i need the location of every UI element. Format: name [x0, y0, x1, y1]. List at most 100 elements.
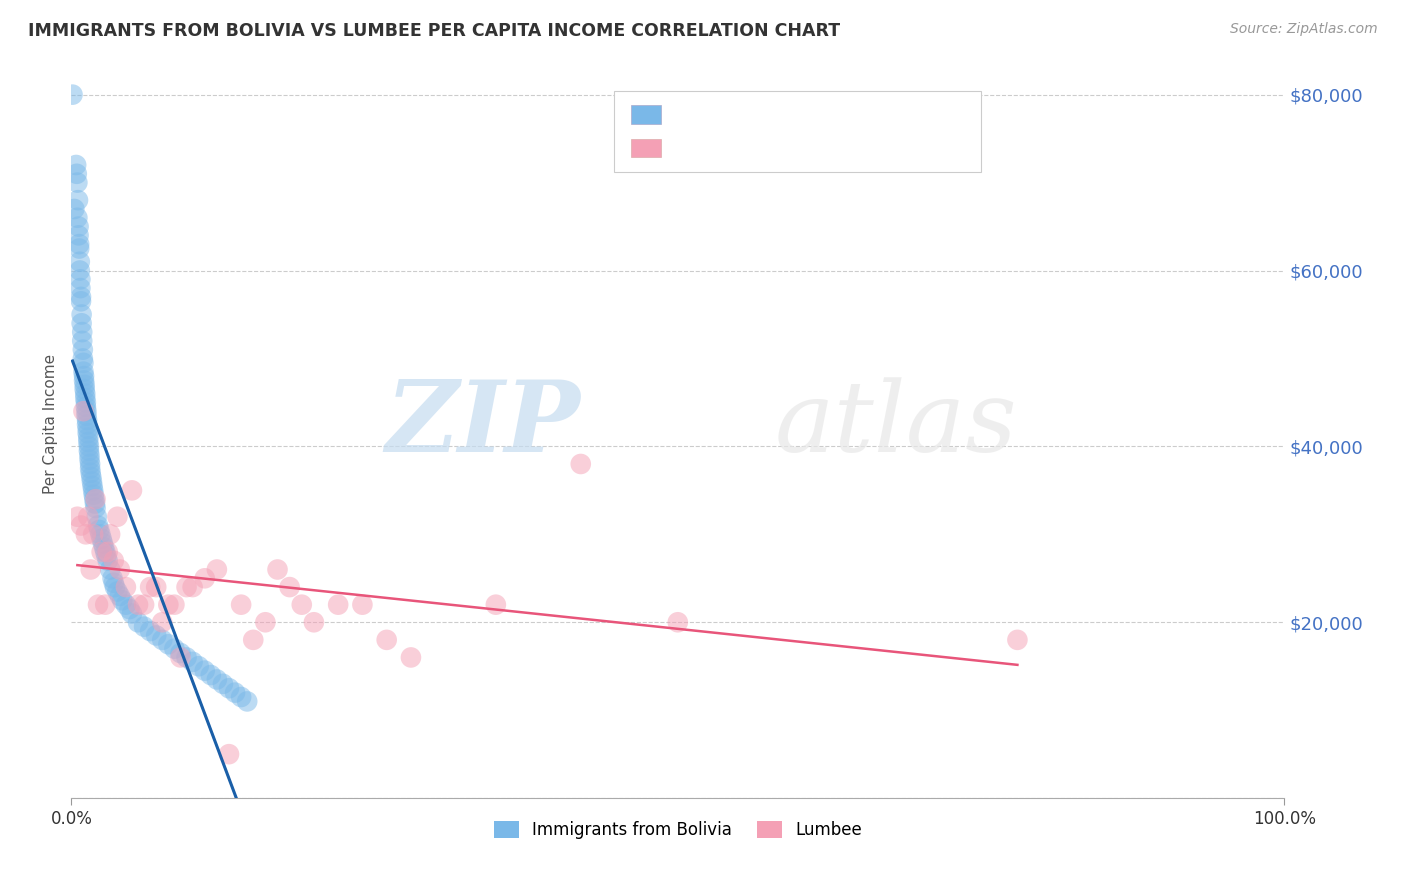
Point — [66, 193, 89, 207]
Point — [97, 545, 120, 559]
Point — [328, 598, 350, 612]
Point — [150, 632, 173, 647]
Point — [76, 404, 98, 418]
Point — [242, 632, 264, 647]
Point — [76, 409, 98, 423]
Point — [62, 87, 84, 102]
Point — [83, 488, 105, 502]
Point — [224, 685, 246, 699]
Point — [666, 615, 689, 630]
Point — [69, 254, 91, 268]
Point — [73, 382, 96, 396]
Point — [80, 470, 103, 484]
Point — [212, 677, 235, 691]
Point — [163, 641, 186, 656]
Text: 95: 95 — [827, 103, 849, 120]
Point — [145, 580, 167, 594]
Point — [90, 545, 112, 559]
Point — [176, 580, 198, 594]
Point — [75, 395, 97, 409]
Point — [115, 598, 138, 612]
Point — [98, 527, 121, 541]
Point — [194, 664, 217, 678]
Point — [352, 598, 374, 612]
Text: Source: ZipAtlas.com: Source: ZipAtlas.com — [1230, 22, 1378, 37]
Point — [132, 598, 155, 612]
Point — [69, 281, 91, 295]
Point — [87, 598, 110, 612]
Point — [70, 334, 93, 348]
Point — [97, 554, 120, 568]
Point — [169, 646, 191, 660]
Point — [66, 211, 89, 225]
Point — [76, 422, 98, 436]
Point — [96, 549, 118, 564]
Point — [163, 598, 186, 612]
Text: R =: R = — [669, 136, 706, 154]
Point — [69, 263, 91, 277]
Point — [82, 527, 104, 541]
Point — [104, 580, 127, 594]
Text: N =: N = — [794, 103, 831, 120]
Text: N =: N = — [794, 136, 831, 154]
Point — [76, 426, 98, 441]
Y-axis label: Per Capita Income: Per Capita Income — [44, 354, 58, 494]
Point — [101, 571, 124, 585]
Point — [115, 580, 138, 594]
Point — [205, 562, 228, 576]
Point — [75, 400, 97, 414]
Point — [118, 602, 141, 616]
Text: atlas: atlas — [775, 376, 1018, 472]
Point — [218, 747, 240, 761]
Point — [181, 655, 204, 669]
Point — [157, 598, 180, 612]
Point — [278, 580, 301, 594]
Legend: Immigrants from Bolivia, Lumbee: Immigrants from Bolivia, Lumbee — [486, 814, 869, 846]
Point — [67, 242, 90, 256]
Point — [80, 475, 103, 489]
Point — [73, 377, 96, 392]
Point — [157, 637, 180, 651]
Point — [121, 483, 143, 498]
Point — [67, 228, 90, 243]
Point — [70, 290, 93, 304]
Point — [77, 439, 100, 453]
Text: 46: 46 — [827, 136, 849, 154]
Point — [98, 562, 121, 576]
Point — [139, 580, 162, 594]
Point — [70, 308, 93, 322]
Point — [89, 523, 111, 537]
Text: ZIP: ZIP — [385, 376, 581, 473]
Point — [75, 386, 97, 401]
Point — [66, 176, 89, 190]
Point — [218, 681, 240, 696]
Point — [236, 694, 259, 708]
Point — [205, 673, 228, 687]
Point — [65, 158, 87, 172]
Point — [127, 615, 149, 630]
Point — [194, 571, 217, 585]
Point — [90, 532, 112, 546]
Point — [79, 452, 101, 467]
Point — [266, 562, 288, 576]
Point — [181, 580, 204, 594]
Point — [187, 659, 209, 673]
Text: IMMIGRANTS FROM BOLIVIA VS LUMBEE PER CAPITA INCOME CORRELATION CHART: IMMIGRANTS FROM BOLIVIA VS LUMBEE PER CA… — [28, 22, 841, 40]
Point — [77, 435, 100, 450]
Point — [569, 457, 592, 471]
Point — [108, 562, 131, 576]
Point — [77, 509, 100, 524]
Text: -0.164: -0.164 — [703, 103, 762, 120]
Point — [84, 500, 107, 515]
Point — [72, 356, 94, 370]
Point — [150, 615, 173, 630]
Point — [73, 374, 96, 388]
Point — [94, 545, 117, 559]
Point — [82, 479, 104, 493]
Point — [103, 575, 125, 590]
Point — [69, 272, 91, 286]
Point — [76, 417, 98, 432]
Point — [79, 448, 101, 462]
Point — [1007, 632, 1029, 647]
Point — [176, 650, 198, 665]
